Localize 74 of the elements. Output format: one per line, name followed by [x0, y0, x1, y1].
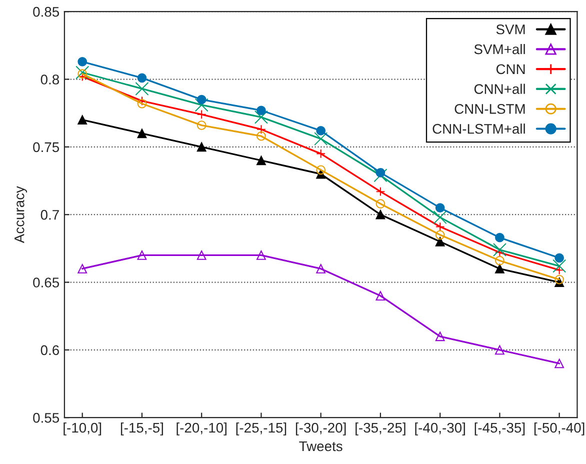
point: [137, 98, 147, 108]
point: [196, 120, 206, 130]
x-tick-label: [-45,-35]: [474, 422, 525, 436]
legend-label: SVM+all: [474, 44, 525, 54]
x-tick-label: [-20,-10]: [176, 422, 226, 436]
point: [554, 265, 564, 275]
legend-label: CNN+all: [474, 84, 525, 94]
point: [376, 210, 386, 220]
point: [256, 131, 266, 141]
point: [78, 69, 88, 79]
point: [256, 250, 266, 260]
point: [137, 96, 147, 106]
y-tick-label: 0.65: [33, 278, 60, 288]
x-tick-label: [-30,-20]: [296, 422, 346, 436]
point: [256, 124, 266, 134]
point: [316, 264, 326, 274]
point: [314, 132, 328, 146]
point: [554, 274, 564, 284]
y-tick-label: 0.7: [40, 210, 59, 220]
y-tick-label: 0.55: [33, 412, 60, 423]
point: [137, 128, 147, 138]
point: [435, 230, 445, 240]
y-tick-label: 0.75: [33, 142, 60, 152]
point: [433, 210, 447, 224]
point: [495, 232, 504, 242]
point: [78, 56, 88, 66]
x-tick-label: [-10,0]: [64, 422, 102, 436]
point: [495, 256, 504, 266]
point: [196, 94, 206, 104]
x-tick-label: [-15,-5]: [120, 422, 163, 436]
point: [256, 156, 266, 166]
point: [376, 291, 386, 300]
point: [374, 168, 388, 182]
point: [194, 98, 208, 112]
point: [376, 168, 386, 178]
point: [316, 149, 326, 158]
x-tick-label: [-35,-25]: [356, 422, 406, 436]
legend-label: CNN-LSTM+all: [432, 124, 525, 134]
point: [78, 264, 88, 274]
point: [435, 332, 445, 342]
point: [196, 250, 206, 260]
point: [135, 82, 149, 96]
legend-label: CNN: [496, 64, 525, 74]
point: [316, 126, 326, 136]
point: [254, 110, 268, 124]
y-axis-title: Accuracy: [14, 186, 28, 244]
x-tick-label: [-40,-30]: [415, 422, 465, 436]
x-tick-label: [-50,-40]: [534, 422, 584, 436]
point: [492, 243, 506, 257]
legend-label: CNN-LSTM: [454, 104, 525, 114]
point: [196, 110, 206, 120]
point: [256, 106, 266, 116]
point: [137, 73, 147, 83]
point: [435, 222, 445, 232]
point: [552, 259, 566, 273]
point: [495, 264, 504, 274]
point: [554, 253, 564, 263]
point: [376, 199, 386, 208]
point: [554, 358, 564, 368]
x-tick-label: [-25,-15]: [236, 422, 286, 436]
point: [76, 66, 90, 80]
point: [137, 250, 147, 260]
point: [376, 186, 386, 196]
legend-label: SVM: [496, 24, 525, 34]
point: [316, 165, 326, 175]
y-tick-label: 0.6: [40, 345, 59, 356]
y-tick-label: 0.8: [40, 74, 59, 84]
point: [495, 345, 504, 355]
y-tick-label: 0.85: [33, 6, 60, 17]
point: [78, 115, 88, 125]
x-axis-title: Tweets: [299, 441, 342, 452]
point: [435, 236, 445, 246]
point: [435, 203, 445, 213]
point: [196, 142, 206, 152]
